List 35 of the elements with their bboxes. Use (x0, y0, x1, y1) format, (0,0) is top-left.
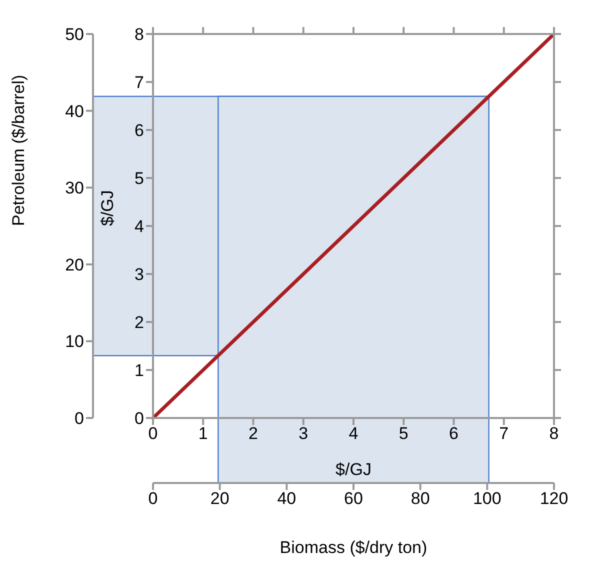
y-tick-label: 6 (134, 121, 144, 140)
y-tick-label: 4 (134, 217, 144, 236)
x-tick-label: 5 (398, 424, 408, 444)
y-tick-label: 0 (134, 409, 144, 428)
y-tick-label: 2 (134, 313, 144, 332)
x2-tick-label: 20 (210, 489, 230, 508)
y2-tick-label: 40 (65, 102, 84, 121)
y2-tick-label: 20 (65, 255, 84, 274)
y2-tick-label: 10 (65, 332, 84, 352)
y-tick-label: 7 (134, 73, 144, 92)
y2-axis-title: Petroleum ($/barrel) (9, 74, 28, 226)
x-tick-label: 4 (348, 424, 358, 444)
x-tick-label: 1 (198, 424, 208, 444)
y-tick-label: 8 (134, 25, 144, 44)
y-tick-label: 5 (134, 169, 144, 188)
y-axis-title: $/GJ (98, 190, 118, 226)
y-tick-label: 1 (134, 361, 144, 380)
x2-axis-title: Biomass ($/dry ton) (280, 538, 428, 557)
x2-tick-label: 80 (410, 489, 430, 508)
x-tick-label: 3 (298, 424, 308, 444)
y2-tick-label: 0 (74, 409, 84, 428)
x-tick-label: 8 (549, 424, 559, 444)
x-tick-label: 2 (248, 424, 258, 444)
x2-tick-label: 40 (277, 489, 296, 508)
x2-tick-label: 0 (148, 489, 158, 508)
y2-tick-label: 50 (65, 25, 84, 44)
x-tick-label: 7 (499, 424, 509, 444)
x-tick-label: 6 (449, 424, 458, 444)
x2-tick-label: 100 (472, 489, 502, 508)
y-tick-label: 3 (134, 265, 144, 284)
x-axis-title: $/GJ (336, 460, 372, 479)
x2-tick-label: 60 (344, 489, 363, 508)
x-tick-label: 0 (148, 424, 158, 444)
y2-tick-label: 30 (65, 178, 84, 198)
x2-tick-label: 120 (540, 489, 568, 508)
